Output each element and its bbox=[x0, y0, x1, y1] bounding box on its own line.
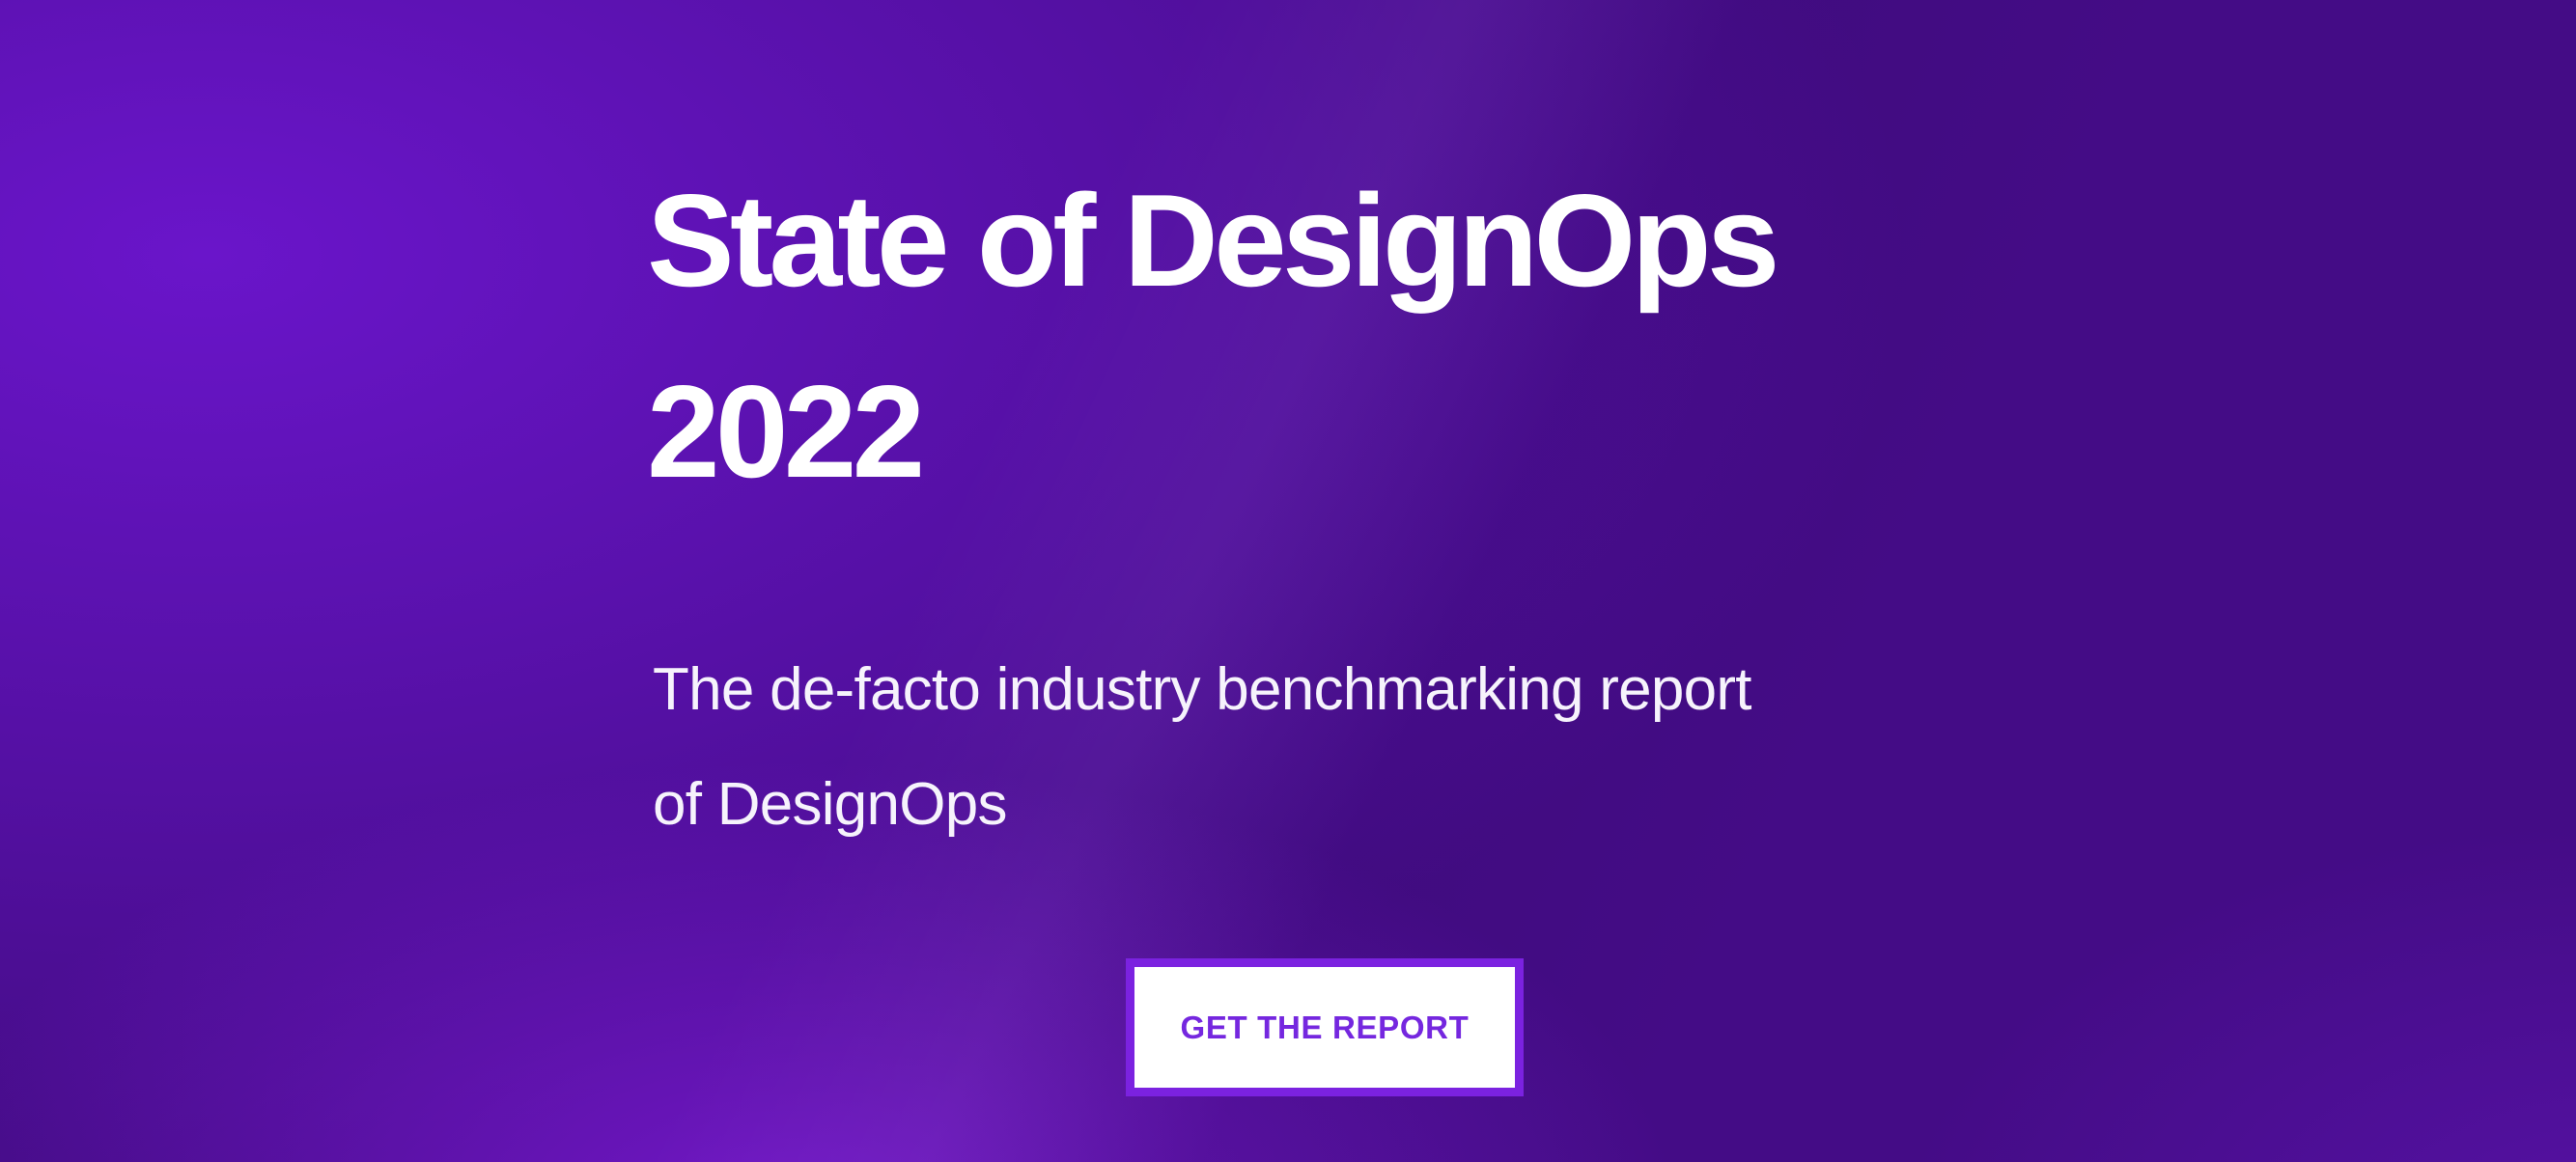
get-the-report-button[interactable]: GET THE REPORT bbox=[1126, 958, 1524, 1096]
get-the-report-button-label: GET THE REPORT bbox=[1180, 1009, 1470, 1045]
page-title: State of DesignOps 2022 bbox=[647, 145, 1779, 527]
page-subtitle-line-2: of DesignOps bbox=[653, 771, 1007, 838]
page-title-line-1: State of DesignOps bbox=[647, 167, 1779, 314]
page-subtitle: The de-facto industry benchmarking repor… bbox=[653, 632, 1751, 862]
page-title-line-2: 2022 bbox=[647, 358, 925, 505]
page-subtitle-line-1: The de-facto industry benchmarking repor… bbox=[653, 656, 1751, 723]
